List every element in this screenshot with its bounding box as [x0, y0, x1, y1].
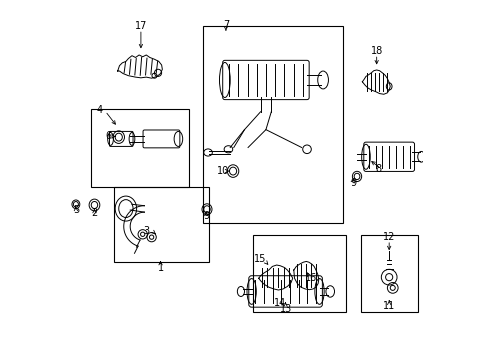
Text: 10: 10 [217, 166, 229, 176]
Bar [360, 235, 417, 312]
Bar [203, 26, 342, 223]
Text: 4: 4 [97, 105, 102, 115]
Text: 9: 9 [350, 178, 356, 188]
Text: 16: 16 [304, 273, 316, 283]
Text: 1: 1 [157, 262, 163, 273]
Text: 12: 12 [382, 232, 395, 242]
Bar [91, 109, 189, 187]
Text: 14: 14 [274, 298, 286, 308]
Bar [114, 187, 208, 262]
Text: 17: 17 [134, 21, 147, 31]
Bar [253, 235, 346, 312]
Text: 7: 7 [223, 19, 228, 30]
Text: 15: 15 [254, 254, 266, 264]
Text: 13: 13 [279, 304, 291, 314]
Text: 5: 5 [73, 205, 79, 215]
Text: 11: 11 [382, 301, 394, 311]
Text: 2: 2 [91, 208, 98, 218]
Text: 18: 18 [370, 46, 382, 57]
Text: 9: 9 [203, 211, 209, 221]
Text: 3: 3 [143, 226, 149, 236]
Text: 8: 8 [375, 164, 381, 174]
Text: 6: 6 [105, 131, 112, 141]
